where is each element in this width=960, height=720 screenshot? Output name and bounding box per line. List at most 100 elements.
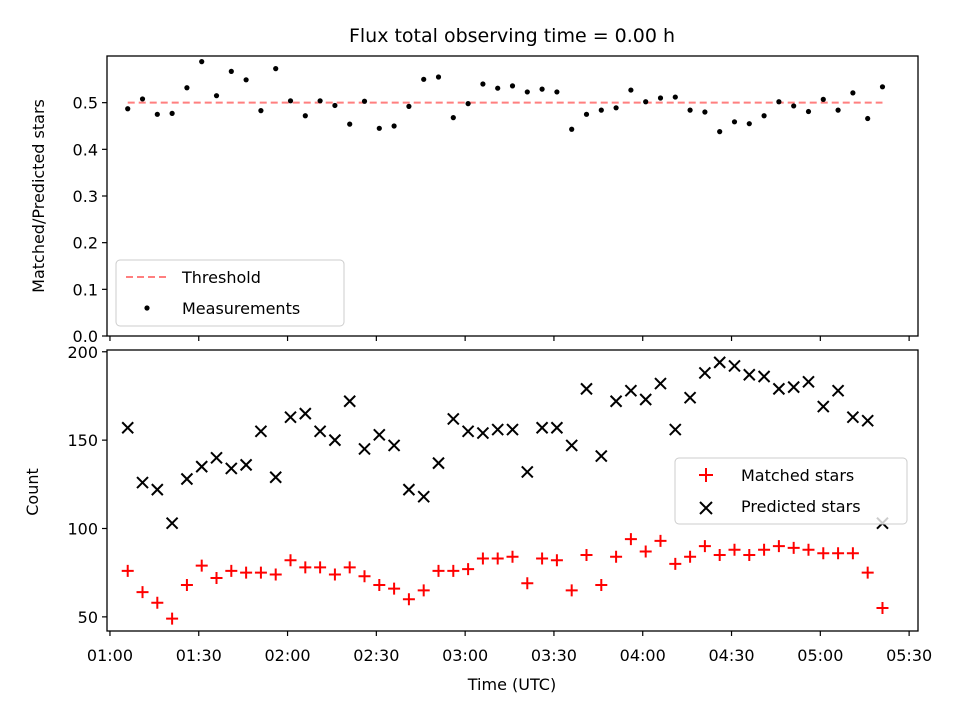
predicted-legend-label: Predicted stars (741, 497, 861, 516)
predicted-star-point (121, 421, 134, 434)
measurement-point (139, 96, 146, 102)
figure-title: Flux total observing time = 0.00 h (349, 25, 675, 47)
measurement-point (746, 121, 752, 127)
ratio-x-axis (109, 336, 910, 341)
matched-star-point (580, 549, 593, 562)
predicted-star-point (521, 465, 534, 479)
matched-legend-swatch (699, 468, 713, 482)
predicted-star-point (565, 439, 578, 452)
matched-star-point (550, 554, 563, 567)
count-plot-area (121, 356, 889, 625)
measurement-point (287, 98, 294, 104)
matched-star-point (358, 570, 371, 583)
measurement-point (554, 89, 560, 95)
predicted-star-point (491, 423, 504, 436)
measurement-point (731, 119, 738, 125)
measurement-point (583, 111, 590, 117)
measurement-point (213, 93, 220, 99)
matched-star-point (314, 561, 327, 574)
predicted-star-point (772, 382, 786, 396)
count-x-tick-label: 02:30 (353, 646, 399, 665)
predicted-star-point (313, 425, 327, 438)
count-x-tick-label: 02:00 (264, 646, 310, 665)
measurement-point (465, 101, 471, 107)
measurement-point (421, 76, 427, 82)
predicted-star-point (269, 471, 282, 484)
matched-star-point (713, 549, 726, 562)
matched-star-point (536, 552, 549, 565)
measurement-point (169, 110, 175, 116)
predicted-star-point (432, 456, 445, 470)
matched-star-point (832, 547, 845, 560)
predicted-star-point (225, 462, 238, 475)
predicted-star-point (654, 377, 667, 390)
matched-star-point (210, 571, 223, 584)
count-legend-box (674, 457, 908, 525)
measurement-point (495, 85, 501, 91)
measurement-point (435, 74, 442, 80)
count-x-tick-label: 04:00 (620, 646, 666, 665)
predicted-star-point (476, 426, 490, 440)
matched-star-point (654, 534, 667, 547)
measurement-point (391, 123, 397, 129)
predicted-star-point (239, 458, 253, 472)
measurement-point (406, 103, 412, 109)
count-y-axis: 50 100 150 200 (67, 343, 107, 627)
matched-star-point (698, 540, 711, 553)
matched-star-point (876, 602, 889, 615)
matched-star-point (136, 586, 149, 599)
predicted-star-point (639, 393, 652, 406)
measurement-point (569, 126, 575, 132)
matched-star-point (240, 566, 253, 579)
predicted-star-point (595, 449, 608, 463)
measurement-point (628, 87, 634, 93)
measurement-point (199, 59, 205, 65)
measurement-point (687, 107, 693, 113)
measurement-point (702, 109, 708, 115)
predicted-star-point (669, 423, 682, 436)
measurement-point (717, 129, 723, 135)
predicted-star-point (299, 407, 312, 420)
count-panel-frame (106, 349, 919, 632)
predicted-star-point (743, 368, 756, 381)
measurements-legend-swatch (144, 305, 150, 311)
matched-star-point (269, 568, 282, 581)
matched-star-point (639, 545, 652, 558)
predicted-star-point (787, 380, 800, 394)
count-x-tick-label: 01:30 (176, 646, 222, 665)
count-x-tick-label: 05:00 (797, 646, 843, 665)
predicted-star-point (447, 412, 460, 426)
predicted-star-point (757, 370, 771, 383)
ratio-y-tick-label: 0.4 (73, 140, 98, 159)
matched-star-point (758, 543, 771, 556)
predicted-star-point (284, 410, 297, 424)
measurement-point (347, 121, 353, 127)
ratio-y-axis: 0.0 0.1 0.2 0.3 0.4 0.5 (73, 94, 107, 346)
matched-star-point (462, 563, 475, 576)
predicted-star-point (210, 451, 223, 465)
predicted-star-point (343, 395, 356, 408)
matched-star-point (610, 550, 623, 563)
measurement-point (450, 115, 456, 121)
measurement-point (154, 111, 160, 117)
matched-star-point (195, 559, 208, 572)
predicted-star-point (535, 421, 549, 434)
measurement-point (228, 68, 234, 74)
predicted-star-point (402, 483, 416, 496)
count-x-tick-label: 04:30 (708, 646, 754, 665)
ratio-y-tick-label: 0.3 (73, 187, 98, 206)
matched-star-point (595, 579, 608, 592)
measurement-point (879, 84, 886, 90)
measurement-point (125, 106, 131, 112)
measurement-point (524, 89, 530, 95)
predicted-star-point (550, 421, 564, 434)
measurement-point (302, 113, 308, 119)
matched-star-point (476, 552, 489, 565)
predicted-star-point (609, 395, 623, 408)
predicted-star-point (195, 460, 208, 473)
predicted-star-point (358, 442, 371, 456)
count-x-tick-label: 05:30 (886, 646, 932, 665)
matched-star-point (328, 568, 341, 581)
matched-star-point (491, 552, 504, 565)
